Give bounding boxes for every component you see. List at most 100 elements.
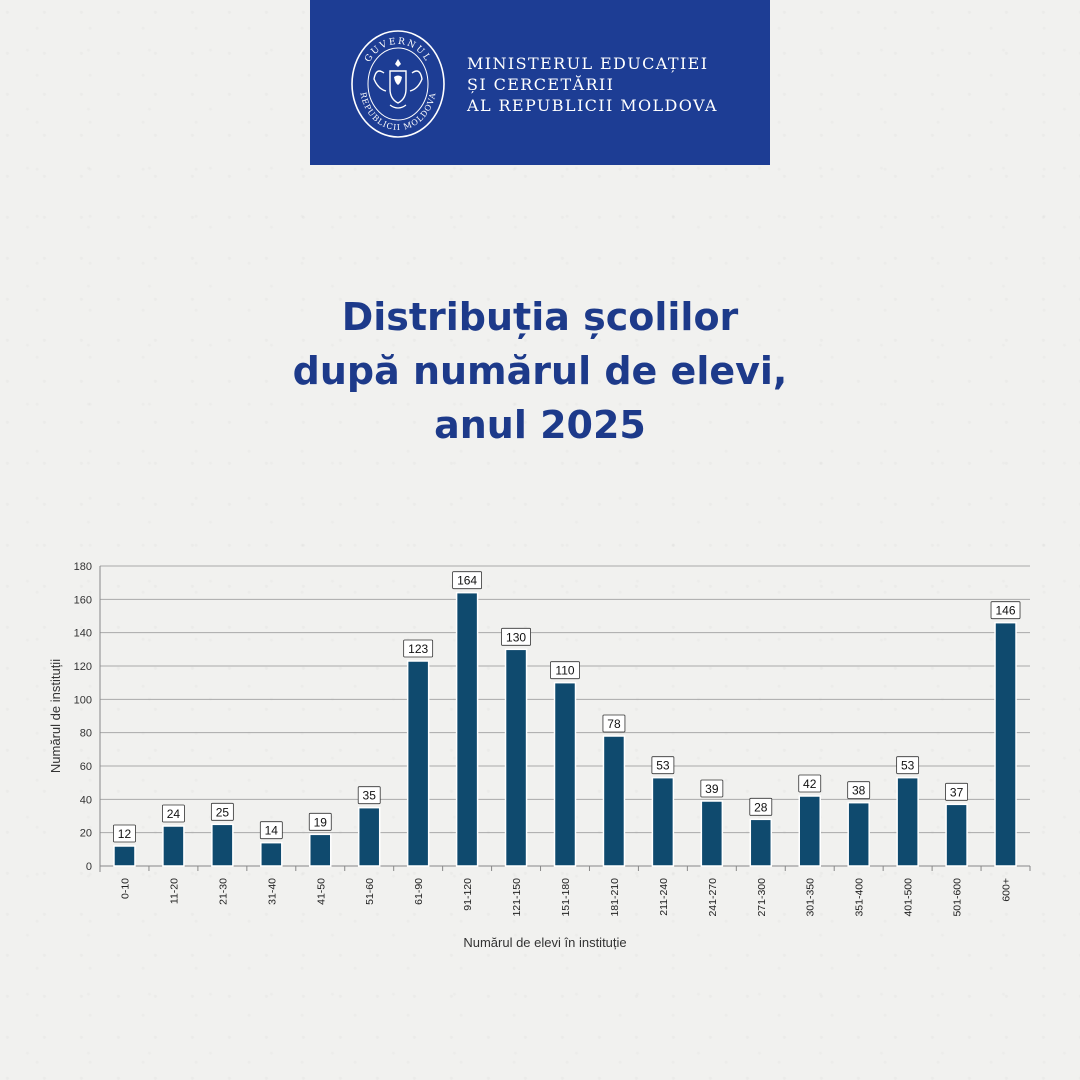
data-label: 53 bbox=[656, 759, 670, 773]
y-axis-title: Numărul de instituții bbox=[48, 659, 63, 773]
y-tick-label: 0 bbox=[86, 861, 92, 873]
y-tick-label: 40 bbox=[80, 794, 92, 806]
bar bbox=[504, 648, 528, 867]
page-title: Distribuția școlilor după numărul de ele… bbox=[0, 290, 1080, 452]
bar bbox=[602, 735, 626, 867]
bar bbox=[700, 800, 724, 867]
bar bbox=[260, 841, 283, 867]
y-tick-label: 160 bbox=[74, 594, 92, 606]
data-label-box bbox=[896, 756, 920, 775]
bar bbox=[798, 795, 821, 867]
x-tick-label: 61-90 bbox=[413, 878, 425, 905]
data-label-box bbox=[550, 661, 580, 680]
x-tick-label: 41-50 bbox=[315, 878, 327, 905]
data-label: 19 bbox=[314, 815, 328, 829]
bar bbox=[896, 776, 919, 867]
y-tick-label: 80 bbox=[80, 728, 92, 740]
data-label: 24 bbox=[167, 807, 181, 821]
x-axis-title: Numărul de elevi în instituție bbox=[463, 935, 626, 950]
data-label: 28 bbox=[754, 800, 768, 814]
x-tick-label: 91-120 bbox=[462, 878, 474, 911]
data-label-box bbox=[403, 639, 434, 658]
x-tick-label: 600+ bbox=[1001, 878, 1013, 902]
data-label-box bbox=[259, 821, 283, 840]
y-tick-label: 180 bbox=[74, 561, 92, 573]
x-tick-label: 271-300 bbox=[756, 878, 768, 917]
bar bbox=[455, 591, 479, 867]
x-tick-label: 0-10 bbox=[119, 878, 131, 899]
y-tick-label: 100 bbox=[74, 694, 92, 706]
ministry-line-1: MINISTERUL EDUCAȚIEI bbox=[467, 54, 709, 73]
bar bbox=[357, 806, 381, 867]
data-label: 42 bbox=[803, 777, 817, 791]
y-tick-label: 140 bbox=[74, 628, 92, 640]
x-tick-label: 21-30 bbox=[217, 878, 229, 905]
data-label: 35 bbox=[363, 789, 377, 803]
bar bbox=[994, 621, 1017, 867]
data-label: 12 bbox=[118, 827, 132, 841]
data-label: 130 bbox=[506, 630, 526, 644]
bar-chart: 0 20 40 60 80 100 120 140 160 180 12 0-10 24 11-20 25 2… bbox=[48, 561, 1031, 950]
data-label-box bbox=[945, 782, 968, 801]
data-label: 164 bbox=[457, 574, 477, 588]
data-label-box bbox=[308, 812, 332, 831]
data-label: 37 bbox=[950, 785, 964, 799]
data-label: 146 bbox=[996, 604, 1016, 618]
ministry-line-2: ȘI CERCETĂRII bbox=[467, 75, 615, 94]
data-label-box bbox=[210, 802, 234, 821]
x-tick-label: 181-210 bbox=[609, 878, 621, 917]
data-label-box bbox=[798, 774, 822, 793]
data-label: 14 bbox=[265, 824, 279, 838]
bar bbox=[553, 681, 577, 867]
data-label-box bbox=[700, 779, 724, 798]
data-label-box bbox=[113, 824, 136, 843]
x-tick-label: 401-500 bbox=[903, 878, 915, 917]
bar bbox=[113, 845, 136, 867]
x-tick-label: 211-240 bbox=[658, 878, 670, 916]
x-tick-label: 151-180 bbox=[560, 878, 572, 917]
x-tick-label: 11-20 bbox=[168, 878, 180, 904]
title-line-2: după numărul de elevi, bbox=[292, 349, 788, 393]
data-label: 38 bbox=[852, 784, 866, 798]
y-tick-label: 120 bbox=[74, 661, 92, 673]
bar bbox=[162, 825, 185, 867]
x-tick-label: 51-60 bbox=[364, 878, 376, 905]
data-label-box bbox=[602, 714, 626, 733]
x-tick-label: 351-400 bbox=[854, 878, 866, 917]
bar bbox=[749, 818, 773, 867]
data-label: 53 bbox=[901, 759, 915, 773]
data-label-box bbox=[651, 756, 675, 775]
bar bbox=[309, 833, 332, 867]
data-label-box bbox=[357, 786, 381, 805]
y-tick-label: 60 bbox=[80, 761, 92, 773]
x-tick-label: 241-270 bbox=[707, 878, 719, 917]
data-label-box bbox=[501, 627, 531, 646]
data-label: 39 bbox=[705, 782, 719, 796]
data-label-box bbox=[749, 797, 773, 816]
title-line-3: anul 2025 bbox=[434, 403, 646, 447]
data-label-box bbox=[162, 804, 185, 823]
bar bbox=[847, 801, 870, 867]
bar bbox=[406, 660, 430, 867]
data-label: 110 bbox=[555, 664, 574, 678]
x-tick-label: 301-350 bbox=[805, 878, 817, 917]
bar bbox=[211, 823, 234, 867]
data-label: 123 bbox=[408, 642, 428, 656]
government-seal-icon: GUVERNUL REPUBLICII MOLDOVA bbox=[351, 30, 445, 138]
bar bbox=[945, 803, 968, 867]
data-label: 78 bbox=[607, 717, 621, 731]
ministry-header: GUVERNUL REPUBLICII MOLDOVA MINISTERUL E… bbox=[310, 0, 770, 165]
x-tick-label: 31-40 bbox=[266, 878, 278, 905]
x-tick-label: 121-150 bbox=[511, 878, 523, 917]
bar bbox=[651, 776, 675, 867]
ministry-name: MINISTERUL EDUCAȚIEI ȘI CERCETĂRII AL RE… bbox=[467, 53, 718, 116]
title-line-1: Distribuția școlilor bbox=[341, 295, 739, 339]
data-label-box bbox=[452, 571, 483, 590]
y-tick-label: 20 bbox=[80, 828, 92, 840]
data-label-box bbox=[990, 601, 1021, 620]
ministry-line-3: AL REPUBLICII MOLDOVA bbox=[467, 96, 718, 115]
x-tick-label: 501-600 bbox=[952, 878, 964, 917]
data-label-box bbox=[847, 781, 871, 800]
data-label: 25 bbox=[216, 805, 230, 819]
